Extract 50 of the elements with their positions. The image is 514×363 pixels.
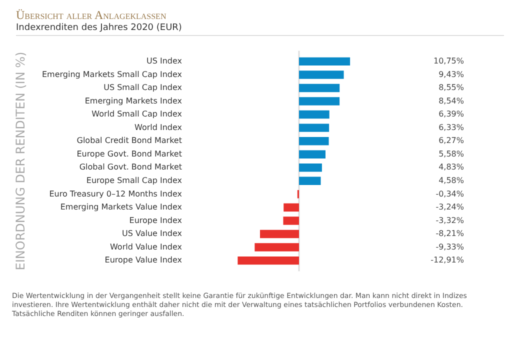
data-label: -8,21% [436, 229, 464, 238]
y-tick-label: Global Govt. Bond Market [79, 162, 182, 172]
y-tick-label: World Index [134, 122, 182, 132]
y-tick-label: World Value Index [110, 242, 182, 252]
bar [299, 124, 330, 132]
data-label: 9,43% [438, 70, 464, 79]
y-tick-label: Emerging Markets Small Cap Index [42, 70, 182, 79]
data-label: -3,32% [436, 216, 464, 225]
bar [284, 203, 299, 212]
y-tick-label: Emerging Markets Index [84, 96, 182, 106]
bar [238, 256, 299, 265]
data-label: 6,27% [438, 136, 464, 146]
data-label: 8,55% [438, 83, 464, 92]
y-tick-label: US Value Index [122, 229, 182, 238]
y-tick-label: Euro Treasury 0–12 Months Index [49, 189, 182, 198]
y-tick-label: Emerging Markets Value Index [60, 202, 182, 212]
data-label: 8,54% [438, 96, 464, 106]
y-tick-label: Europe Small Cap Index [86, 176, 182, 185]
y-axis-title: EINORDNUNG DER RENDITEN (IN %) [13, 52, 28, 270]
data-label: 6,33% [438, 122, 464, 132]
y-tick-label: US Index [146, 56, 182, 66]
bar [299, 110, 330, 119]
text: Übersicht aller Anlageklassen [16, 8, 168, 23]
y-tick-label: Europe Govt. Bond Market [76, 149, 182, 158]
data-label: -0,34% [436, 189, 464, 198]
data-label: 4,58% [438, 176, 464, 185]
bar [299, 97, 340, 106]
data-label: -9,33% [436, 242, 464, 252]
bar [299, 70, 344, 79]
text: Indexrenditen des Jahres 2020 (EUR) [16, 23, 183, 33]
data-label: -12,91% [430, 256, 464, 265]
data-label: 10,75% [433, 56, 464, 66]
y-tick-label: US Small Cap Index [104, 83, 182, 92]
data-label: 5,58% [438, 149, 464, 158]
bar [260, 230, 299, 238]
bar [299, 136, 329, 146]
data-label: -3,24% [436, 202, 464, 212]
y-tick-label: Europe Index [129, 216, 182, 225]
bar [299, 164, 322, 172]
data-label: 6,39% [438, 110, 464, 119]
data-label: 4,83% [438, 162, 464, 172]
bar [299, 176, 321, 186]
y-tick-label: Global Credit Bond Market [76, 136, 182, 146]
y-tick-label: Europe Value Index [104, 256, 182, 265]
bar [299, 84, 340, 92]
bar [299, 150, 326, 158]
bar [299, 57, 350, 66]
bar [283, 216, 299, 225]
bar [254, 243, 299, 252]
y-tick-label: World Small Cap Index [92, 110, 182, 119]
